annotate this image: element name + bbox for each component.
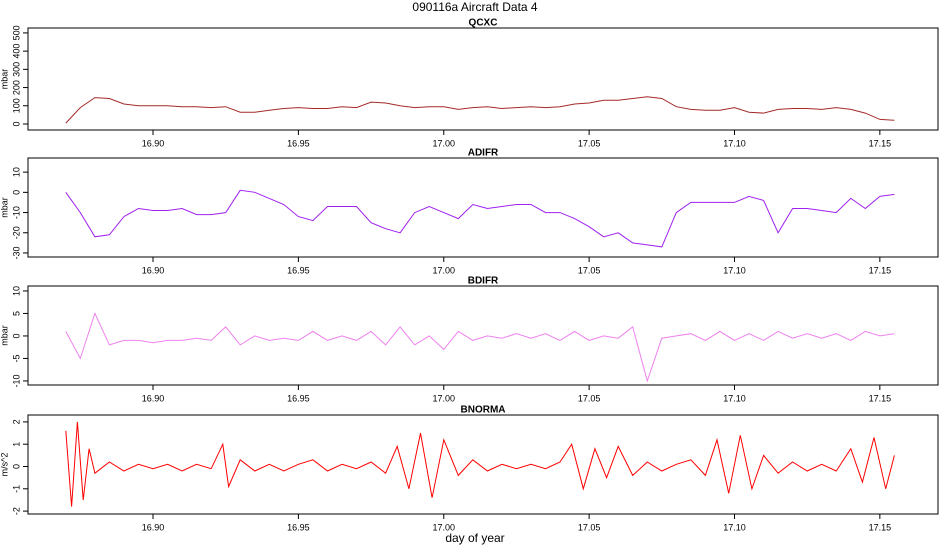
plot-frame	[27, 157, 939, 258]
x-tick-label: 17.10	[723, 138, 746, 148]
y-tick-label: 400	[11, 44, 21, 59]
y-tick-label: 0	[11, 121, 21, 126]
x-tick-label: 17.10	[723, 393, 746, 403]
x-tick-label: 17.10	[723, 265, 746, 275]
x-tick-label: 17.00	[432, 265, 455, 275]
x-tick-label: 17.00	[432, 522, 455, 532]
x-tick-label: 17.15	[869, 522, 892, 532]
y-tick-label: 500	[11, 25, 21, 40]
page-title: 090116a Aircraft Data 4	[412, 0, 538, 14]
y-tick-label: -1	[11, 485, 21, 493]
y-tick-label: -5	[11, 354, 21, 362]
x-tick-label: 16.90	[142, 522, 165, 532]
y-tick-label: -2	[11, 507, 21, 515]
series-line	[65, 96, 895, 124]
plot-frame	[27, 27, 939, 131]
y-tick-label: 0	[11, 464, 21, 469]
x-tick-label: 17.05	[578, 138, 601, 148]
x-tick-label: 16.95	[287, 138, 310, 148]
x-tick-label: 16.95	[287, 265, 310, 275]
panel-title: BDIFR	[468, 276, 499, 287]
y-axis-label: mbar	[0, 197, 9, 218]
x-tick-label: 16.90	[142, 265, 165, 275]
x-tick-label: 17.05	[578, 265, 601, 275]
plot-frame	[27, 414, 939, 515]
x-tick-label: 17.10	[723, 522, 746, 532]
series-line	[65, 421, 895, 507]
panel-title: BNORMA	[461, 405, 506, 416]
x-tick-label: 17.15	[869, 393, 892, 403]
y-axis-label: m/s^2	[0, 453, 9, 477]
y-tick-label: -10	[11, 374, 21, 387]
y-tick-label: 0	[11, 190, 21, 195]
x-axis-label: day of year	[445, 531, 504, 545]
y-tick-label: 200	[11, 80, 21, 95]
y-axis-label: mbar	[0, 325, 9, 346]
panel-title: ADIFR	[468, 148, 499, 159]
y-tick-label: 5	[11, 311, 21, 316]
x-tick-label: 17.05	[578, 393, 601, 403]
x-tick-label: 17.15	[869, 265, 892, 275]
x-tick-label: 17.05	[578, 522, 601, 532]
x-tick-label: 16.95	[287, 522, 310, 532]
x-tick-label: 16.90	[142, 138, 165, 148]
y-axis-label: mbar	[0, 69, 9, 90]
x-tick-label: 16.90	[142, 393, 165, 403]
series-line	[65, 312, 895, 383]
series-line	[65, 189, 895, 248]
y-tick-label: -10	[11, 206, 21, 219]
x-tick-label: 17.15	[869, 138, 892, 148]
panel-title: QCXC	[469, 18, 498, 29]
y-tick-label: 10	[11, 167, 21, 177]
y-tick-label: -20	[11, 226, 21, 239]
y-tick-label: 2	[11, 419, 21, 424]
y-tick-label: 300	[11, 62, 21, 77]
y-tick-label: 0	[11, 333, 21, 338]
y-tick-label: 100	[11, 98, 21, 113]
y-tick-label: -30	[11, 246, 21, 259]
x-tick-label: 17.00	[432, 138, 455, 148]
x-tick-label: 16.95	[287, 393, 310, 403]
x-tick-label: 17.00	[432, 393, 455, 403]
y-tick-label: 10	[11, 286, 21, 296]
y-tick-label: 1	[11, 442, 21, 447]
